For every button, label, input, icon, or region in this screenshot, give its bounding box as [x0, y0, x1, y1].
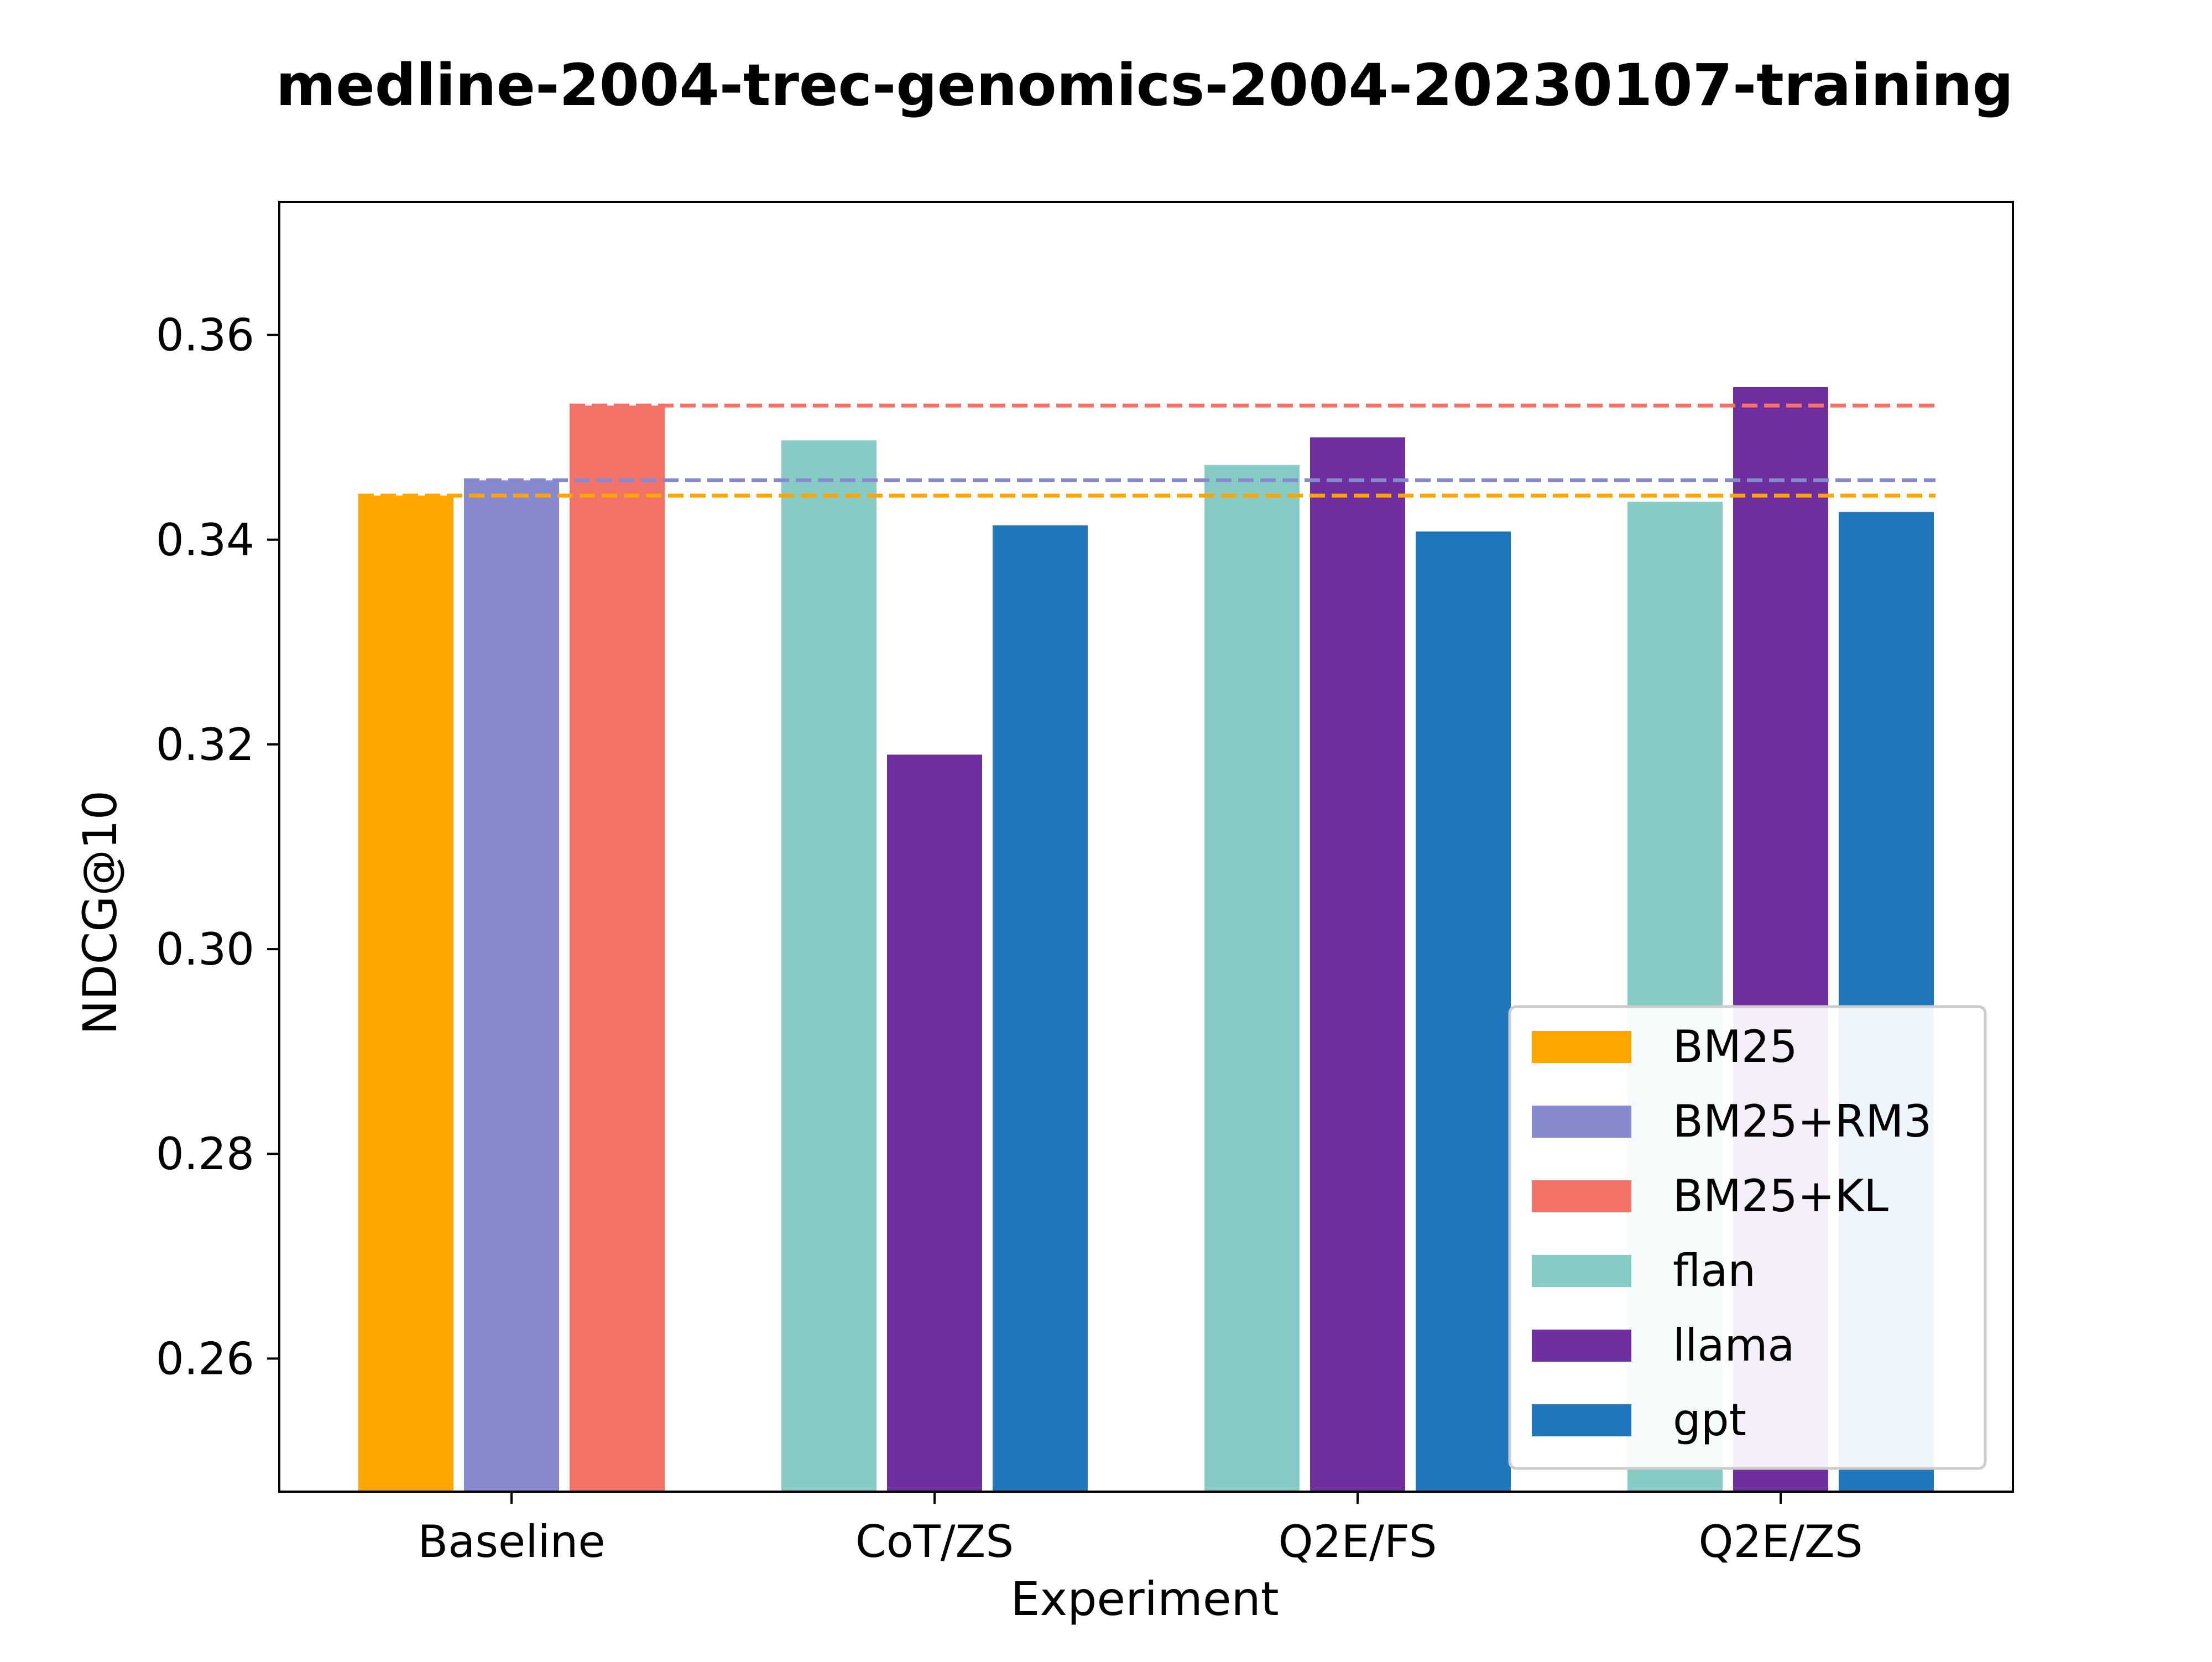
x-tick-label: CoT/ZS — [855, 1516, 1014, 1567]
y-tick-label: 0.32 — [156, 719, 254, 770]
y-tick-label: 0.28 — [156, 1128, 254, 1180]
legend-swatch-bm25 — [1532, 1031, 1631, 1063]
legend: BM25 BM25+RM3 BM25+KL flan llama gpt — [1508, 1005, 1987, 1470]
x-tick-label: Q2E/ZS — [1699, 1516, 1863, 1567]
x-tick-label: Baseline — [418, 1516, 605, 1567]
x-axis-label: Experiment — [1010, 1572, 1279, 1626]
legend-swatch-llama — [1532, 1330, 1631, 1362]
y-tick-label: 0.34 — [156, 514, 254, 566]
y-axis-label: NDCG@10 — [73, 790, 127, 1035]
x-tick-label: Q2E/FS — [1279, 1516, 1437, 1567]
legend-swatch-bm25-kl — [1532, 1180, 1631, 1212]
y-tick-label: 0.36 — [156, 310, 254, 361]
reference-lines-layer — [358, 403, 1936, 498]
legend-label-bm25: BM25 — [1673, 1021, 1798, 1072]
axes-layer: 0.26 0.28 0.30 0.32 0.34 0.36 Baseline CoT/ZS Q2… — [156, 201, 2014, 1567]
legend-swatch-gpt — [1532, 1404, 1631, 1436]
legend-label-flan: flan — [1673, 1245, 1756, 1296]
y-tick-label: 0.26 — [156, 1333, 254, 1384]
legend-label-bm25-kl: BM25+KL — [1673, 1170, 1888, 1222]
chart-title: medline-2004-trec-genomics-2004-20230107… — [276, 51, 2013, 119]
bar-flan-q2e-fs — [1204, 465, 1300, 1492]
bar-flan-cot-zs — [781, 440, 877, 1492]
bar-gpt-q2e-fs — [1416, 531, 1511, 1492]
bar-baseline-bm25-rm3 — [464, 480, 559, 1492]
y-tick-label: 0.30 — [156, 924, 254, 975]
bar-baseline-bm25 — [358, 496, 453, 1492]
legend-label-llama: llama — [1673, 1320, 1794, 1371]
bar-gpt-cot-zs — [993, 525, 1088, 1492]
legend-swatch-bm25-rm3 — [1532, 1106, 1631, 1138]
bar-baseline-bm25-kl — [570, 405, 665, 1492]
bar-llama-q2e-fs — [1310, 437, 1405, 1492]
plot-frame — [278, 201, 2014, 1493]
legend-box — [1508, 1005, 1987, 1470]
legend-label-bm25-rm3: BM25+RM3 — [1673, 1096, 1932, 1147]
bar-llama-cot-zs — [887, 754, 982, 1492]
legend-label-gpt: gpt — [1673, 1394, 1746, 1446]
legend-swatch-flan — [1532, 1255, 1631, 1287]
